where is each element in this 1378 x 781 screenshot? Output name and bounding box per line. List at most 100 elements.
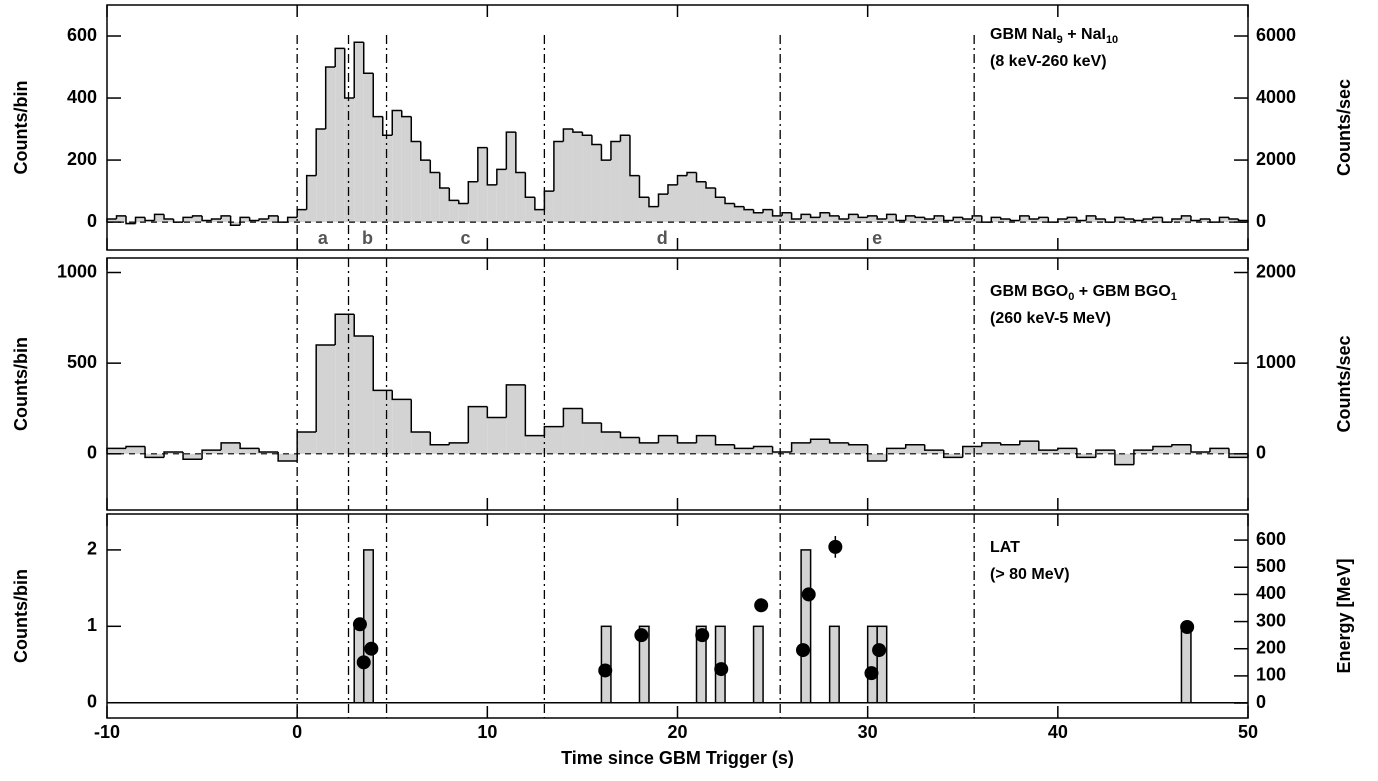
bar	[981, 442, 1001, 454]
bar	[1067, 217, 1077, 223]
histogram-step	[477, 146, 488, 182]
label-part: LAT	[990, 539, 1020, 556]
histogram-step	[847, 442, 868, 446]
y2-tick-label: 100	[1256, 665, 1286, 685]
bar	[373, 116, 383, 223]
histogram-step	[553, 140, 564, 192]
histogram-step	[420, 141, 431, 161]
bar	[515, 172, 526, 223]
bar	[639, 197, 649, 223]
histogram-step	[838, 215, 849, 220]
bar	[1152, 217, 1163, 223]
y2-tick-label: 2000	[1256, 149, 1296, 169]
bar	[1219, 217, 1229, 223]
bar	[344, 98, 355, 223]
histogram-step	[258, 218, 269, 221]
bar	[1209, 448, 1229, 454]
bar	[449, 200, 459, 223]
bar	[316, 345, 336, 454]
histogram-step	[229, 215, 241, 226]
histogram-step	[372, 335, 393, 392]
y-tick-label: 2	[87, 539, 97, 559]
bar	[268, 215, 279, 223]
histogram-step	[391, 390, 412, 401]
bar	[591, 144, 602, 223]
histogram-step	[981, 442, 1001, 447]
bar	[572, 132, 583, 223]
bar	[725, 203, 735, 223]
bar	[306, 175, 317, 223]
histogram-step	[1038, 441, 1058, 451]
bar	[1029, 218, 1039, 223]
bar	[164, 218, 174, 223]
bar	[943, 453, 963, 458]
label-part: 1	[1171, 291, 1177, 303]
label-part: + GBM BGO	[1074, 283, 1170, 300]
histogram-step	[534, 197, 545, 211]
bar	[1095, 218, 1106, 223]
histogram-step	[885, 213, 897, 219]
bar	[525, 435, 545, 454]
histogram-step	[1066, 216, 1077, 219]
panel-sublabel: (> 80 MeV)	[990, 566, 1070, 583]
bar	[858, 217, 868, 223]
y2-tick-label: 200	[1256, 637, 1286, 657]
bar	[658, 194, 668, 223]
bar	[905, 215, 916, 223]
bar	[468, 181, 478, 223]
panel-label: GBM BGO0 + GBM BGO1	[990, 283, 1177, 303]
histogram-step	[676, 174, 688, 185]
histogram-step	[866, 444, 887, 462]
histogram-step	[1190, 215, 1201, 222]
histogram-step	[343, 48, 355, 99]
histogram-step	[1161, 217, 1172, 223]
x-tick-label: 50	[1238, 722, 1258, 742]
histogram-step	[125, 445, 146, 449]
x-tick-label: 10	[477, 722, 497, 742]
bar	[335, 314, 355, 454]
y-tick-label: 1000	[57, 261, 97, 281]
interval-label: b	[362, 228, 373, 248]
histogram-step	[1057, 218, 1068, 223]
bar	[829, 215, 840, 223]
histogram-step	[695, 172, 707, 183]
bar	[1086, 215, 1096, 223]
histogram-step	[619, 134, 630, 142]
histogram-step	[448, 187, 459, 202]
bar	[782, 212, 792, 223]
histogram-step	[267, 215, 279, 219]
histogram-step	[904, 215, 916, 221]
histogram-step	[1171, 218, 1182, 223]
y-axis-title: Counts/bin	[11, 569, 31, 663]
bar	[430, 444, 450, 454]
histogram-step	[990, 216, 1001, 223]
histogram-step	[591, 135, 602, 146]
bar	[477, 147, 488, 223]
histogram-step	[819, 212, 830, 218]
bar	[297, 209, 307, 223]
histogram-step	[619, 432, 640, 439]
bar	[411, 141, 421, 223]
bar	[449, 442, 469, 454]
histogram-step	[182, 216, 193, 223]
histogram-step	[771, 209, 783, 217]
y2-tick-label: 400	[1256, 583, 1286, 603]
histogram-step	[439, 172, 450, 189]
histogram-step	[1199, 218, 1210, 221]
histogram-step	[952, 216, 963, 221]
bar	[458, 203, 469, 223]
histogram-step	[201, 449, 222, 460]
bar	[145, 220, 155, 223]
histogram-step	[163, 214, 174, 220]
histogram-step	[324, 66, 336, 130]
histogram-step	[1190, 444, 1210, 453]
bar	[648, 206, 659, 223]
bar	[991, 217, 1001, 223]
histogram-step	[467, 405, 488, 443]
photon	[598, 663, 613, 678]
histogram-step	[277, 451, 298, 462]
histogram-step	[1000, 442, 1020, 446]
histogram-step	[505, 384, 526, 418]
label-part: 10	[1106, 34, 1118, 46]
